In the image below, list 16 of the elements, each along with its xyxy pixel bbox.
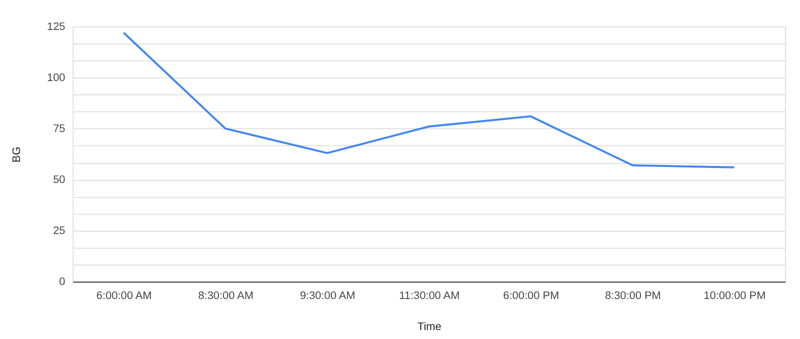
y-axis-title: BG	[11, 146, 24, 162]
y-tick-label: 100	[47, 72, 66, 84]
x-tick-label: 6:00:00 PM	[503, 290, 560, 302]
x-tick-label: 11:30:00 AM	[399, 290, 460, 302]
x-tick-label: 10:00:00 PM	[704, 290, 766, 302]
x-tick-label: 6:00:00 AM	[96, 290, 152, 302]
x-tick-label: 8:30:00 AM	[198, 290, 254, 302]
y-tick-label: 25	[53, 225, 66, 238]
x-tick-label: 9:30:00 AM	[300, 290, 356, 302]
x-tick-label: 8:30:00 PM	[604, 290, 661, 302]
y-tick-label: 75	[53, 123, 66, 136]
x-axis-title: Time	[417, 320, 442, 333]
y-tick-label: 0	[59, 276, 66, 288]
y-tick-label: 125	[47, 21, 66, 34]
line-series	[122, 32, 736, 168]
y-tick-label: 50	[53, 174, 66, 186]
